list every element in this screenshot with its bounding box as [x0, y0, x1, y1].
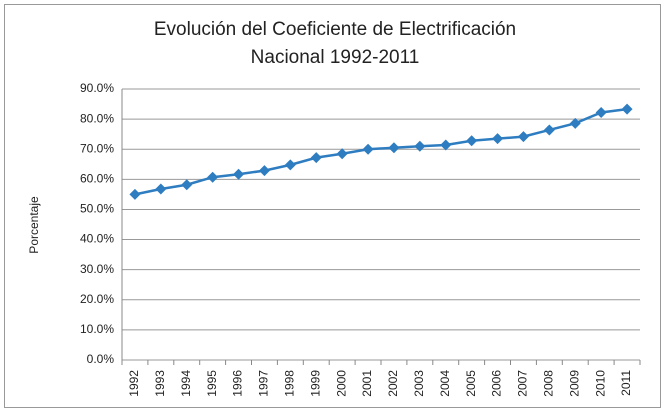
x-tick-label: 1995	[205, 370, 219, 397]
x-tick-label: 2006	[490, 370, 504, 397]
point-marker	[207, 171, 219, 183]
y-tick-label: 0.0%	[87, 352, 115, 366]
point-marker	[492, 133, 504, 145]
point-marker	[233, 168, 245, 180]
y-tick-label: 80.0%	[80, 111, 114, 125]
chart-title: Evolución del Coeficiente de Electrifica…	[154, 19, 516, 40]
point-marker	[621, 103, 633, 115]
x-tick-label: 1999	[308, 370, 322, 397]
x-tick-label: 2005	[464, 370, 478, 397]
point-marker	[181, 179, 193, 191]
x-tick-label: 2010	[593, 370, 607, 397]
x-tick-label: 1997	[257, 370, 271, 397]
point-marker	[595, 106, 607, 118]
x-tick-label: 2001	[360, 370, 374, 397]
y-tick-label: 50.0%	[80, 202, 114, 216]
x-tick-label: 2002	[386, 370, 400, 397]
x-tick-label: 1996	[231, 370, 245, 397]
y-tick-label: 70.0%	[80, 141, 114, 155]
x-tick-label: 1998	[283, 370, 297, 397]
y-tick-label: 10.0%	[80, 322, 114, 336]
point-marker	[155, 183, 167, 195]
x-tick-label: 2003	[412, 370, 426, 397]
point-marker	[129, 188, 141, 200]
point-marker	[310, 152, 322, 164]
y-tick-label: 40.0%	[80, 232, 114, 246]
point-marker	[569, 117, 581, 129]
x-tick-label: 1994	[179, 370, 193, 397]
chart-title: Nacional 1992-2011	[251, 47, 420, 68]
point-marker	[517, 131, 529, 143]
x-tick-label: 2008	[542, 370, 556, 397]
point-marker	[466, 135, 478, 147]
y-tick-label: 30.0%	[80, 262, 114, 276]
x-tick-label: 1993	[153, 370, 167, 397]
x-tick-label: 1992	[127, 370, 141, 397]
chart-frame	[4, 4, 661, 408]
point-marker	[284, 159, 296, 171]
x-tick-label: 2004	[438, 370, 452, 397]
x-tick-label: 2009	[567, 370, 581, 397]
x-tick-label: 2000	[334, 370, 348, 397]
point-marker	[388, 142, 400, 154]
point-marker	[414, 140, 426, 152]
point-marker	[543, 124, 555, 136]
x-tick-label: 2007	[516, 370, 530, 397]
point-marker	[258, 165, 270, 177]
x-tick-label: 2011	[619, 370, 633, 396]
y-tick-label: 20.0%	[80, 292, 114, 306]
y-tick-label: 60.0%	[80, 172, 114, 186]
y-tick-label: 90.0%	[80, 81, 114, 95]
y-axis-label: Porcentaje	[27, 196, 41, 254]
point-marker	[336, 148, 348, 160]
point-marker	[440, 139, 452, 151]
point-marker	[362, 143, 374, 155]
